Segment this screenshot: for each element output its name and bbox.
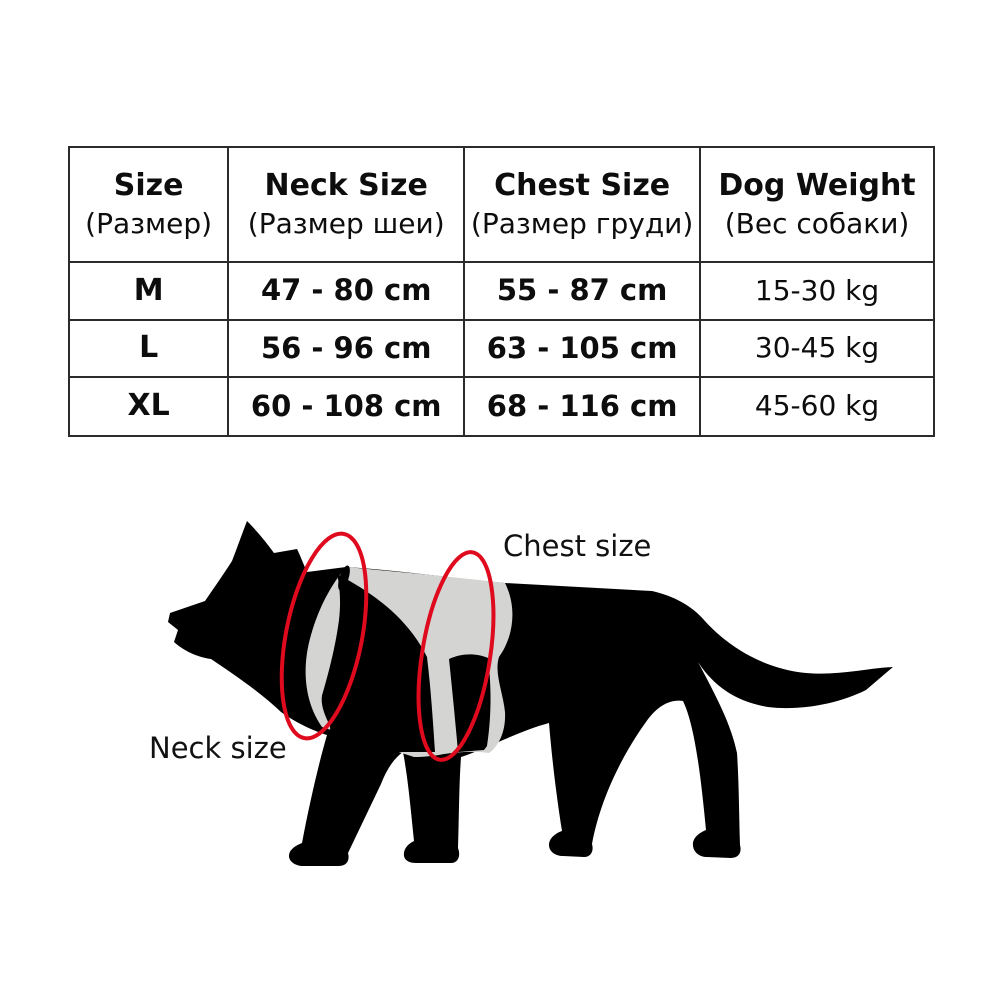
header-size-ru: (Размер) (85, 207, 213, 241)
header-cell-neck: Neck Size (Размер шеи) (229, 148, 466, 264)
dog-chest-shape (449, 654, 491, 752)
table-row-xl-chest: 68 - 116 cm (465, 377, 702, 435)
neck-measure-ring (279, 531, 369, 741)
header-size-en: Size (113, 167, 184, 203)
table-row-l-size: L (70, 320, 230, 378)
table-row-l-chest: 63 - 105 cm (465, 320, 702, 378)
header-weight-en: Dog Weight (718, 167, 916, 203)
cell-m-neck: 47 - 80 cm (260, 273, 432, 308)
cell-m-chest: 55 - 87 cm (496, 273, 668, 308)
cell-xl-size: XL (127, 388, 170, 424)
header-cell-size: Size (Размер) (70, 148, 230, 264)
cell-l-neck: 56 - 96 cm (260, 330, 432, 365)
cell-xl-weight: 45-60 kg (754, 389, 880, 423)
dog-silhouette (168, 521, 893, 866)
chest-size-label: Chest size (503, 529, 652, 563)
harness-dring-icon (338, 565, 350, 591)
cell-xl-neck: 60 - 108 cm (250, 388, 442, 423)
table-row-m-neck: 47 - 80 cm (229, 263, 466, 321)
table-row-m-chest: 55 - 87 cm (465, 263, 702, 321)
header-chest-en: Chest Size (494, 167, 671, 203)
cell-xl-chest: 68 - 116 cm (486, 388, 678, 423)
neck-size-label: Neck size (149, 731, 287, 765)
header-weight-ru: (Вес собаки) (724, 207, 910, 241)
header-neck-en: Neck Size (264, 167, 428, 203)
size-chart-table: Size (Размер) Neck Size (Размер шеи) Che… (68, 146, 935, 437)
table-row-m-weight: 15-30 kg (701, 263, 933, 321)
header-cell-chest: Chest Size (Размер груди) (465, 148, 702, 264)
cell-l-size: L (139, 329, 159, 365)
chest-measure-ring (416, 550, 496, 762)
header-chest-ru: (Размер груди) (470, 207, 694, 241)
table-row-l-neck: 56 - 96 cm (229, 320, 466, 378)
cell-m-size: M (133, 272, 164, 308)
table-row-m-size: M (70, 263, 230, 321)
header-neck-ru: (Размер шеи) (247, 207, 445, 241)
cell-l-weight: 30-45 kg (754, 331, 880, 365)
cell-l-chest: 63 - 105 cm (486, 330, 678, 365)
cell-m-weight: 15-30 kg (754, 273, 880, 307)
dog-shoulder-shape (321, 574, 435, 752)
table-row-xl-neck: 60 - 108 cm (229, 377, 466, 435)
table-row-xl-size: XL (70, 377, 230, 435)
table-row-l-weight: 30-45 kg (701, 321, 933, 378)
table-row-xl-weight: 45-60 kg (701, 378, 933, 435)
header-cell-weight: Dog Weight (Вес собаки) (701, 148, 933, 264)
